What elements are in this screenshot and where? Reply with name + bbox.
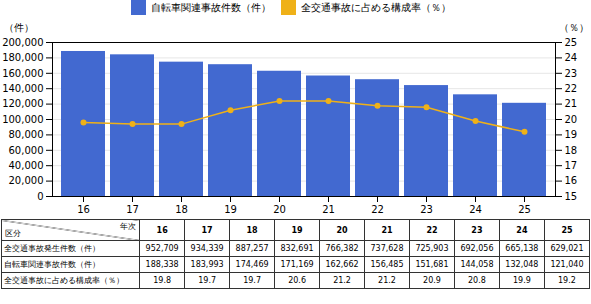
html-text:183,993: 183,993 — [190, 260, 224, 269]
html-text:934,339: 934,339 — [190, 244, 224, 253]
html-text:自転車関連事故件数（件）: 自転車関連事故件数（件） — [4, 260, 100, 269]
svg-text:（件）: （件） — [4, 22, 34, 33]
svg-text:23: 23 — [565, 68, 578, 79]
html-text:692,056: 692,056 — [460, 244, 494, 253]
html-text:162,662: 162,662 — [325, 260, 359, 269]
html-text:24: 24 — [516, 225, 528, 235]
html-text:132,048: 132,048 — [505, 260, 539, 269]
html-text:19: 19 — [291, 225, 303, 235]
html-text:156,485: 156,485 — [370, 260, 404, 269]
svg-text:80,000: 80,000 — [9, 129, 44, 140]
html-text:20.6: 20.6 — [288, 276, 306, 285]
svg-text:160,000: 160,000 — [2, 68, 43, 79]
html-text:20.8: 20.8 — [468, 276, 486, 285]
svg-text:140,000: 140,000 — [2, 83, 43, 94]
svg-text:16: 16 — [77, 204, 90, 215]
svg-text:20: 20 — [565, 114, 578, 125]
svg-text:22: 22 — [565, 83, 578, 94]
html-text:18: 18 — [246, 225, 258, 235]
svg-text:24: 24 — [565, 52, 578, 63]
html-text:年次: 年次 — [120, 222, 137, 231]
svg-text:100,000: 100,000 — [2, 114, 43, 125]
html-text:832,691: 832,691 — [280, 244, 314, 253]
svg-text:17: 17 — [126, 204, 139, 215]
svg-text:21: 21 — [565, 98, 578, 109]
svg-text:20: 20 — [273, 204, 286, 215]
html-text:19.2: 19.2 — [558, 276, 576, 285]
html-text:121,040: 121,040 — [550, 260, 584, 269]
svg-text:120,000: 120,000 — [2, 98, 43, 109]
svg-text:17: 17 — [565, 160, 578, 171]
html-text:20.9: 20.9 — [423, 276, 441, 285]
html-text:22: 22 — [426, 225, 438, 235]
html-text:174,469: 174,469 — [235, 260, 269, 269]
html-text:725,903: 725,903 — [415, 244, 449, 253]
html-text:952,709: 952,709 — [145, 244, 179, 253]
html-text:23: 23 — [471, 225, 483, 235]
svg-text:19: 19 — [224, 204, 237, 215]
html-text:19.7: 19.7 — [198, 276, 216, 285]
svg-text:23: 23 — [420, 204, 433, 215]
svg-text:16: 16 — [565, 175, 578, 186]
html-text:144,058: 144,058 — [460, 260, 494, 269]
svg-text:18: 18 — [565, 145, 578, 156]
html-text:188,338: 188,338 — [145, 260, 179, 269]
html-text:21: 21 — [381, 225, 393, 235]
svg-text:15: 15 — [565, 191, 578, 202]
svg-text:20,000: 20,000 — [9, 175, 44, 186]
svg-text:22: 22 — [371, 204, 384, 215]
html-text:665,138: 665,138 — [505, 244, 539, 253]
html-text:19.9: 19.9 — [513, 276, 531, 285]
html-text:887,257: 887,257 — [235, 244, 269, 253]
html-text:16: 16 — [156, 225, 168, 235]
html-text:20: 20 — [336, 225, 348, 235]
html-text:19.8: 19.8 — [153, 276, 172, 285]
svg-text:25: 25 — [565, 37, 578, 48]
html-text:17: 17 — [201, 225, 213, 235]
svg-text:60,000: 60,000 — [9, 145, 44, 156]
html-text:21.2: 21.2 — [378, 276, 396, 285]
svg-text:24: 24 — [469, 204, 482, 215]
html-text:全交通事故に占める構成率（％）: 全交通事故に占める構成率（％） — [4, 276, 124, 285]
html-text:151,681: 151,681 — [415, 260, 449, 269]
svg-text:21: 21 — [322, 204, 335, 215]
svg-text:（％）: （％） — [559, 22, 589, 33]
svg-text:18: 18 — [175, 204, 188, 215]
html-text:全交通事故に占める構成率（％）: 全交通事故に占める構成率（％） — [300, 1, 451, 13]
html-text:171,169: 171,169 — [280, 260, 314, 269]
svg-text:180,000: 180,000 — [2, 52, 43, 63]
html-text:21.2: 21.2 — [333, 276, 351, 285]
html-text:25: 25 — [561, 225, 573, 235]
html-text:629,021: 629,021 — [550, 244, 584, 253]
svg-text:25: 25 — [518, 204, 531, 215]
html-text:737,628: 737,628 — [370, 244, 404, 253]
html-text:区分: 区分 — [5, 229, 21, 238]
html-text:766,382: 766,382 — [325, 244, 359, 253]
html-text:自転車関連事故件数（件）: 自転車関連事故件数（件） — [150, 1, 271, 13]
svg-text:200,000: 200,000 — [2, 37, 43, 48]
svg-text:0: 0 — [37, 191, 43, 202]
svg-text:19: 19 — [565, 129, 578, 140]
html-text:全交通事故発生件数（件）: 全交通事故発生件数（件） — [4, 244, 100, 253]
html-text:19.7: 19.7 — [243, 276, 261, 285]
svg-text:40,000: 40,000 — [9, 160, 44, 171]
